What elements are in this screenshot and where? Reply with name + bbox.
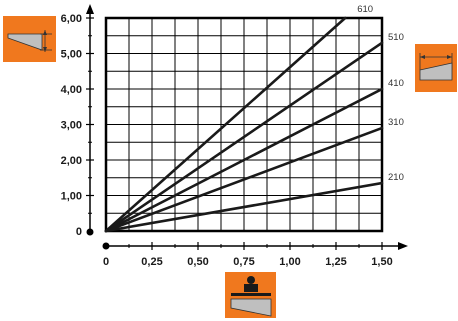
y-tick-label: 4,00 [61,84,82,96]
x-axis [106,242,408,250]
series-label-310: 310 [388,117,404,128]
x-tick-label: 1,00 [279,256,300,268]
y-axis [86,4,94,232]
y-axis-ticks: 0 1,00 2,00 3,00 4,00 5,00 6,00 [61,13,94,238]
y-tick-label: 2,00 [61,155,82,167]
series-line-410 [104,87,384,233]
series-line-310 [104,126,384,233]
series-line-510 [104,41,384,233]
x-tick-label: 0,25 [141,256,162,268]
x-tick-label: 1,50 [371,256,392,268]
plot-grid [106,18,382,231]
wedge-thickness-icon [3,16,56,62]
series-line-210 [104,181,384,233]
origin-dot-y [86,228,94,236]
x-axis-ticks: 0 0,25 0,50 0,75 1,00 1,25 1,50 [103,242,393,268]
y-tick-label: 1,00 [61,191,82,203]
series-label-210: 210 [388,172,404,183]
series-label-510: 510 [388,32,404,43]
series-label-610: 610 [357,4,373,15]
x-axis-arrow-icon [398,242,408,250]
y-tick-label: 0 [76,226,82,238]
y-tick-label: 3,00 [61,120,82,132]
series-lines [104,16,384,233]
y-tick-label: 5,00 [61,49,82,61]
wedge-length-icon [415,44,457,92]
origin-dot-x [102,242,110,250]
x-tick-label: 0,75 [233,256,254,268]
x-tick-label: 1,25 [325,256,346,268]
series-line-610 [104,16,347,233]
series-labels: 610 510 410 310 210 [357,4,404,183]
x-tick-label: 0 [103,256,109,268]
plot-frame [104,16,384,233]
y-tick-label: 6,00 [61,13,82,25]
load-weight-icon [225,272,276,318]
x-tick-label: 0,50 [187,256,208,268]
y-axis-arrow-icon [86,4,94,14]
series-label-410: 410 [388,78,404,89]
